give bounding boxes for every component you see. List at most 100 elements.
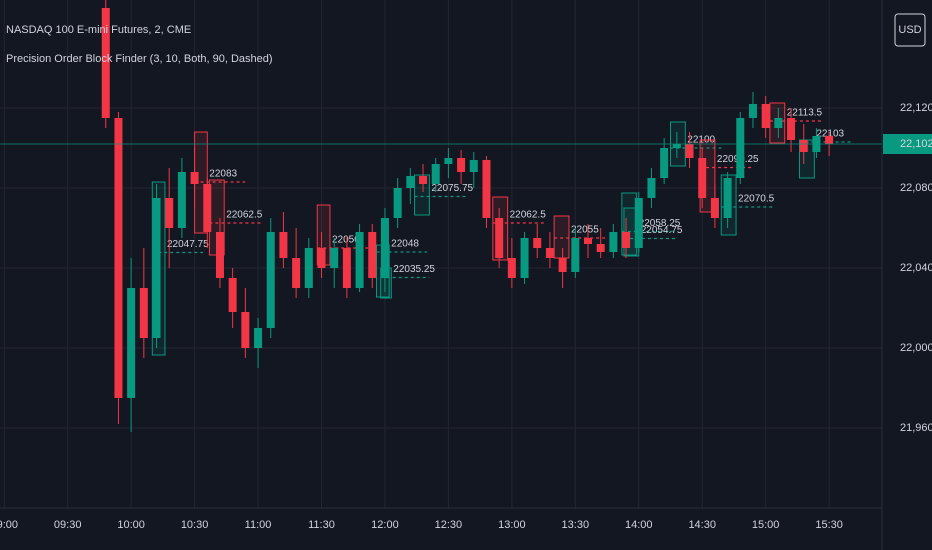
candle-body: [584, 238, 592, 244]
candle-body: [545, 248, 554, 258]
candle-body: [241, 312, 250, 348]
order-block-label: 22055: [571, 225, 599, 236]
order-block: [414, 174, 430, 216]
candle-body: [558, 258, 567, 272]
candle-body: [127, 288, 136, 398]
x-tick-label: 12:30: [435, 519, 463, 531]
candle-body: [431, 164, 440, 184]
order-block-label: 22062.5: [226, 210, 263, 221]
candle-body: [444, 158, 453, 164]
candle-body: [177, 172, 186, 228]
x-tick-label: 10:30: [181, 519, 209, 531]
candle-body: [685, 144, 694, 158]
candle-body: [622, 232, 631, 248]
y-tick-label: 22,080.00: [900, 182, 932, 194]
y-tick-label: 22,040.00: [900, 262, 932, 274]
candle-body: [825, 136, 834, 144]
x-tick-label: 12:00: [371, 519, 399, 531]
order-block-label: 22047.75: [167, 239, 209, 250]
candle-body: [342, 248, 351, 288]
candle-body: [393, 188, 402, 218]
order-block-label: 22113.5: [787, 108, 823, 119]
candle-body: [101, 8, 110, 118]
candle-body: [748, 104, 757, 118]
candle-body: [761, 104, 770, 128]
candle-body: [736, 118, 745, 178]
candle-body: [228, 278, 237, 312]
candle-body: [165, 198, 174, 228]
x-tick-label: 11:30: [308, 519, 335, 531]
candle-body: [419, 176, 428, 184]
axis: 21,960.00 22,000.00 22,040.00 22,080.00 22,1…: [0, 102, 932, 531]
candle-body: [520, 238, 529, 278]
currency: USD: [898, 24, 921, 36]
candle-body: [114, 118, 123, 398]
x-tick-label: 13:30: [562, 519, 590, 531]
last-price-label: 22,102.00: [900, 138, 932, 150]
candle-body: [596, 244, 605, 252]
x-tick-label: 09:30: [54, 519, 82, 531]
y-tick-label: 22,000.00: [900, 342, 932, 354]
candle-body: [609, 232, 618, 252]
y-tick-label: 22,120.00: [900, 102, 932, 114]
candle-body: [203, 184, 212, 232]
order-block-label: 22048: [391, 239, 419, 250]
x-tick-label: 09:00: [0, 519, 18, 531]
y-tick-label: 21,960.00: [900, 422, 932, 434]
chart-title: NASDAQ 100 E-mini Futures, 2, CME: [6, 24, 191, 36]
order-block-label: 22062.5: [510, 210, 547, 221]
x-tick-label: 15:30: [815, 519, 843, 531]
candle-body: [355, 232, 364, 288]
candle-body: [254, 328, 263, 348]
candle-body: [215, 232, 224, 278]
order-block-label: 22035.25: [393, 264, 435, 275]
candle-body: [698, 158, 707, 198]
order-block-label: 22103: [816, 129, 844, 140]
last-price-box: [883, 134, 932, 154]
order-block: [553, 215, 570, 259]
candle-body: [152, 198, 161, 338]
candle-body: [406, 176, 415, 188]
order-block-label: 22075.75: [431, 183, 473, 194]
candle-body: [368, 232, 377, 278]
candle-body: [482, 160, 491, 218]
candle-body: [380, 218, 389, 278]
order-block-label: 22070.5: [738, 194, 775, 205]
order-block-label: 22083: [209, 169, 237, 180]
candle-body: [787, 118, 796, 140]
candle-body: [139, 288, 148, 338]
candle-body: [647, 178, 656, 198]
candle-body: [799, 140, 808, 152]
candle-body: [723, 178, 732, 218]
candle-body: [279, 232, 288, 258]
candle-body: [330, 248, 339, 268]
x-tick-label: 15:00: [752, 519, 780, 531]
order-block-label: 22054.75: [641, 225, 683, 236]
candle-body: [571, 238, 580, 272]
candle-body: [672, 144, 681, 148]
x-tick-label: 10:00: [117, 519, 145, 531]
candle-body: [495, 218, 504, 258]
x-tick-label: 14:30: [688, 519, 716, 531]
candle-body: [774, 118, 783, 128]
candle-body: [317, 248, 326, 268]
chart-subtitle: Precision Order Block Finder (3, 10, Bot…: [6, 53, 273, 65]
x-tick-label: 11:00: [245, 519, 272, 531]
x-tick-label: 13:00: [498, 519, 526, 531]
candle-body: [457, 158, 466, 172]
candle-body: [533, 238, 542, 248]
candle-body: [304, 248, 313, 288]
candle-body: [266, 232, 275, 328]
plot: 22083 22062.5 22047.75 22050 22048 22035.25 22…: [0, 0, 882, 432]
candle-body: [469, 160, 478, 172]
x-tick-label: 14:00: [625, 519, 653, 531]
candle-body: [507, 258, 516, 278]
candle-body: [292, 258, 301, 288]
order-block-label: 22050: [332, 235, 360, 246]
candle-body: [190, 172, 199, 184]
candle-body: [634, 198, 643, 248]
currency-button[interactable]: [894, 13, 926, 47]
